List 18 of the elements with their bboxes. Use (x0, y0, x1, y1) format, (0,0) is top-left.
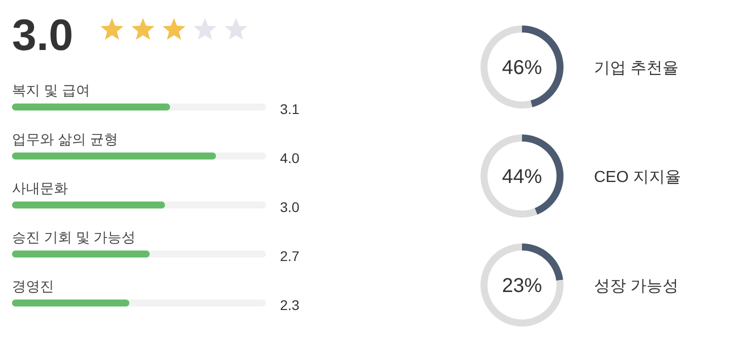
y-tick-label: 업무와 삶의 균형 (12, 131, 118, 147)
text: 23% (502, 275, 542, 297)
data-label: 4.0 (280, 150, 300, 166)
y-tick-label: 경영진 (12, 278, 54, 294)
text: 3.0 (12, 11, 74, 60)
y-tick-label: 복지 및 급여 (12, 82, 90, 98)
text: 44% (502, 166, 542, 188)
text: CEO 지지율 (594, 169, 682, 186)
text: 성장 가능성 (594, 278, 678, 295)
data-label: 3.1 (280, 101, 300, 117)
data-label: 2.7 (280, 248, 300, 264)
y-tick-label: 사내문화 (12, 180, 68, 196)
data-label: 2.3 (280, 297, 300, 313)
donut-slice (480, 244, 564, 326)
text: 기업 추천율 (594, 60, 678, 77)
data-label: 3.0 (280, 199, 300, 215)
text: 46% (502, 57, 542, 79)
y-tick-label: 승진 기회 및 가능성 (12, 229, 136, 245)
